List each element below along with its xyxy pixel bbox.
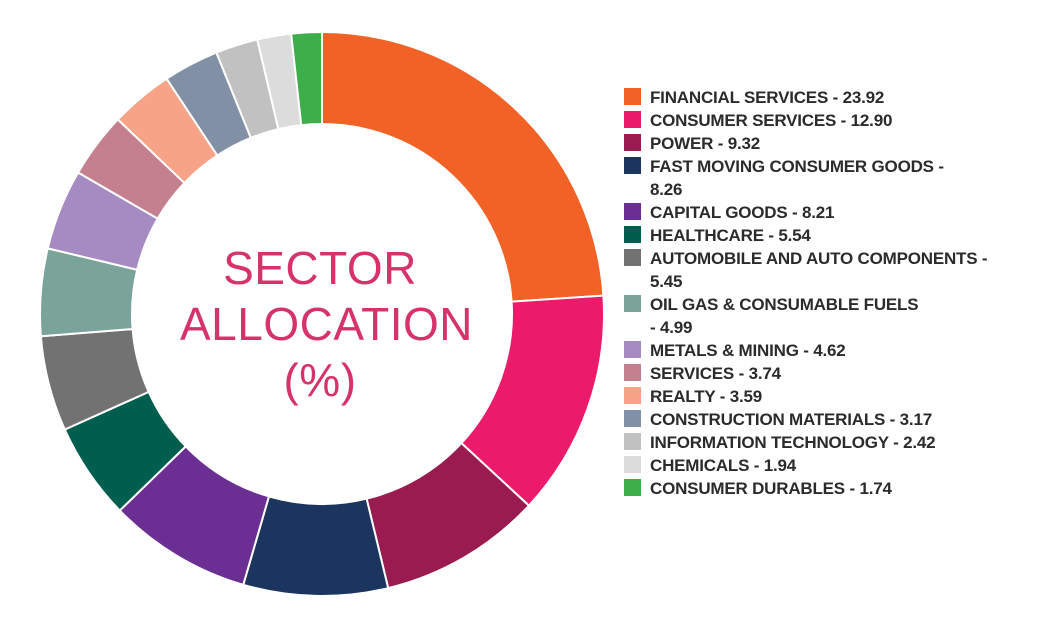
legend-swatch bbox=[624, 479, 641, 496]
legend-item: HEALTHCARE - 5.54 bbox=[624, 224, 1034, 247]
legend-item: CAPITAL GOODS - 8.21 bbox=[624, 201, 1034, 224]
legend-item: REALTY - 3.59 bbox=[624, 385, 1034, 408]
legend-item: INFORMATION TECHNOLOGY - 2.42 bbox=[624, 431, 1034, 454]
legend-label: CONSUMER SERVICES - 12.90 bbox=[650, 111, 893, 130]
legend-item: OIL GAS & CONSUMABLE FUELS - 4.99 bbox=[624, 293, 1034, 339]
legend-label: OIL GAS & CONSUMABLE FUELS - 4.99 bbox=[650, 295, 919, 337]
legend-label: CHEMICALS - 1.94 bbox=[650, 456, 797, 475]
legend-label: CAPITAL GOODS - 8.21 bbox=[650, 203, 835, 222]
legend-label: FINANCIAL SERVICES - 23.92 bbox=[650, 88, 885, 107]
legend-item: POWER - 9.32 bbox=[624, 132, 1034, 155]
chart-title: SECTOR ALLOCATION (%) bbox=[180, 240, 473, 408]
legend-label: METALS & MINING - 4.62 bbox=[650, 341, 846, 360]
legend-label: AUTOMOBILE AND AUTO COMPONENTS - 5.45 bbox=[650, 249, 988, 291]
legend-label: FAST MOVING CONSUMER GOODS - 8.26 bbox=[650, 157, 944, 199]
legend-swatch bbox=[624, 88, 641, 105]
legend-swatch bbox=[624, 111, 641, 128]
legend-item: CHEMICALS - 1.94 bbox=[624, 454, 1034, 477]
chart-legend: FINANCIAL SERVICES - 23.92 CONSUMER SERVI… bbox=[624, 86, 1034, 500]
slice-15 bbox=[290, 30, 323, 127]
slice-1 bbox=[321, 30, 605, 303]
legend-swatch bbox=[624, 387, 641, 404]
legend-label: HEALTHCARE - 5.54 bbox=[650, 226, 811, 245]
chart-title-line-3: (%) bbox=[283, 354, 357, 406]
legend-item: FAST MOVING CONSUMER GOODS - 8.26 bbox=[624, 155, 1034, 201]
legend-label: INFORMATION TECHNOLOGY - 2.42 bbox=[650, 433, 936, 452]
legend-item: CONSTRUCTION MATERIALS - 3.17 bbox=[624, 408, 1034, 431]
legend-item: CONSUMER DURABLES - 1.74 bbox=[624, 477, 1034, 500]
legend-swatch bbox=[624, 203, 641, 220]
legend-swatch bbox=[624, 226, 641, 243]
legend-swatch bbox=[624, 341, 641, 358]
legend-item: CONSUMER SERVICES - 12.90 bbox=[624, 109, 1034, 132]
legend-swatch bbox=[624, 157, 641, 174]
legend-item: AUTOMOBILE AND AUTO COMPONENTS - 5.45 bbox=[624, 247, 1034, 293]
legend-swatch bbox=[624, 134, 641, 151]
legend-swatch bbox=[624, 456, 641, 473]
legend-label: REALTY - 3.59 bbox=[650, 387, 763, 406]
legend-label: SERVICES - 3.74 bbox=[650, 364, 781, 383]
legend-item: SERVICES - 3.74 bbox=[624, 362, 1034, 385]
legend-swatch bbox=[624, 295, 641, 312]
legend-item: METALS & MINING - 4.62 bbox=[624, 339, 1034, 362]
legend-label: CONSUMER DURABLES - 1.74 bbox=[650, 479, 892, 498]
legend-swatch bbox=[624, 433, 641, 450]
chart-title-line-1: SECTOR bbox=[223, 242, 417, 294]
legend-label: POWER - 9.32 bbox=[650, 134, 761, 153]
legend-swatch bbox=[624, 364, 641, 381]
chart-title-line-2: ALLOCATION bbox=[180, 298, 473, 350]
donut-slices bbox=[39, 30, 605, 598]
legend-item: FINANCIAL SERVICES - 23.92 bbox=[624, 86, 1034, 109]
legend-swatch bbox=[624, 249, 641, 266]
legend-swatch bbox=[624, 410, 641, 427]
legend-label: CONSTRUCTION MATERIALS - 3.17 bbox=[650, 410, 932, 429]
